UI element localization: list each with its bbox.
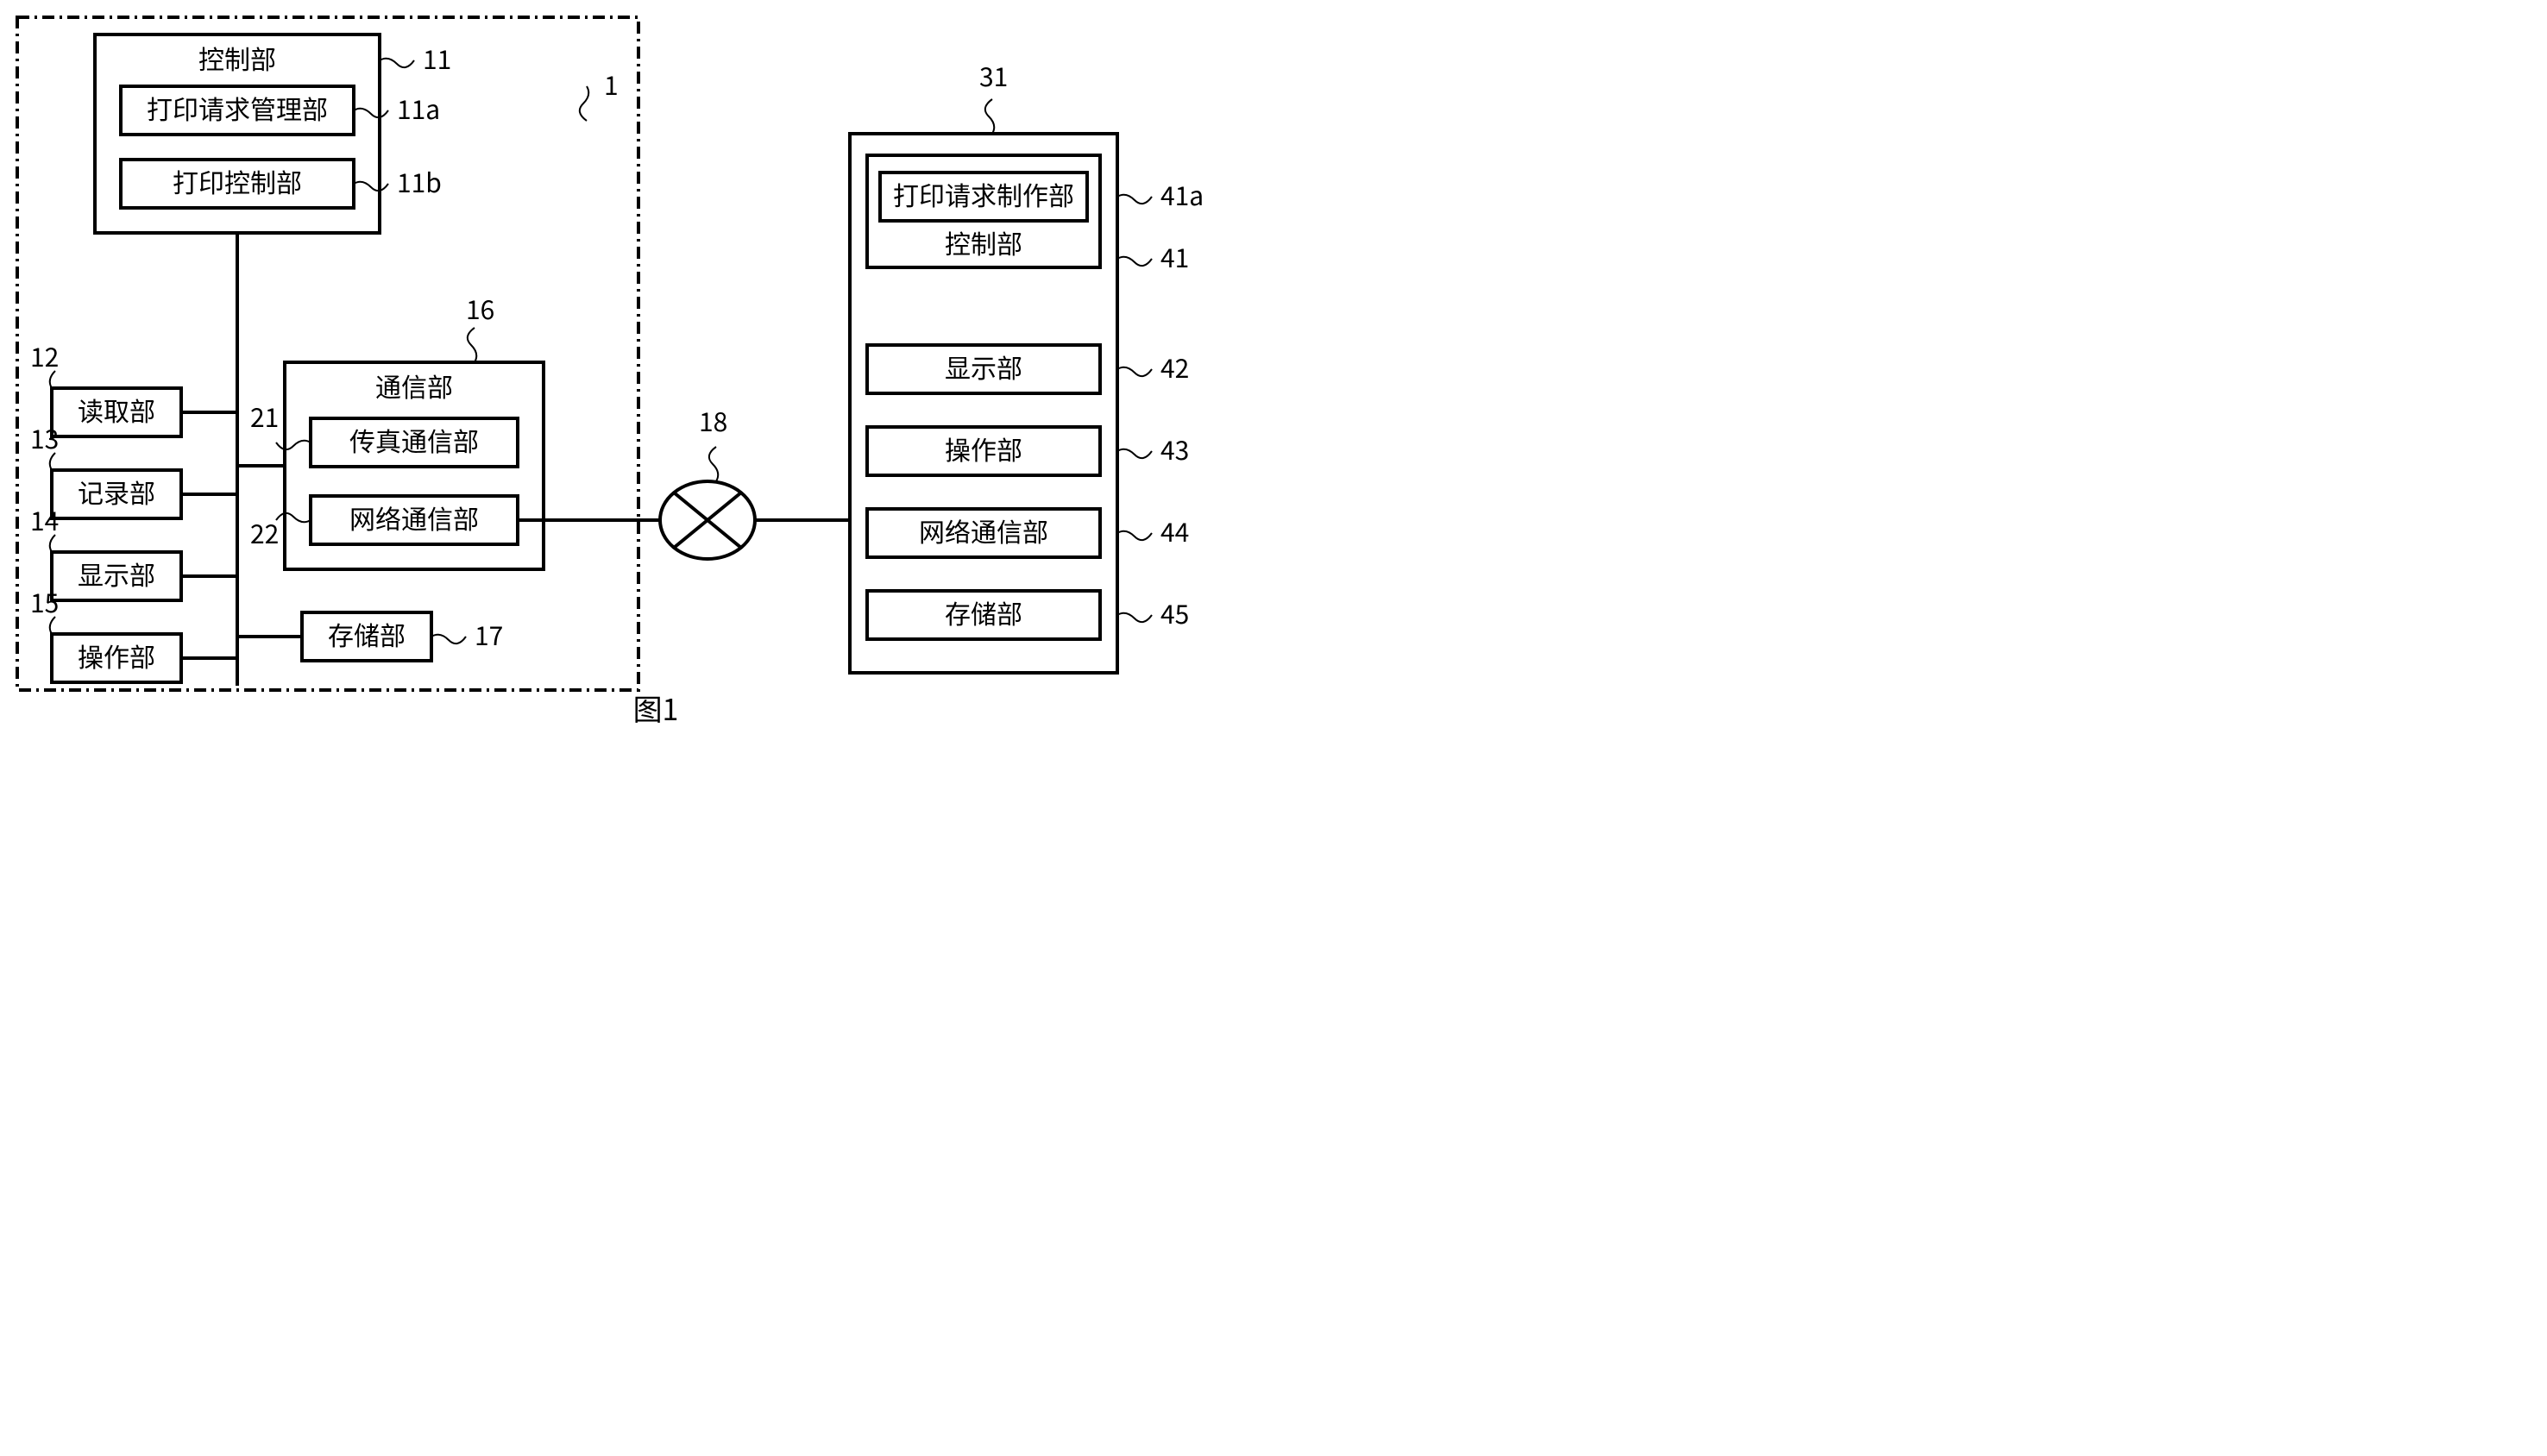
comm-title: 通信部 — [375, 367, 453, 405]
lead-17 — [431, 635, 466, 643]
ref-1: 1 — [604, 65, 619, 103]
d31-storage-label: 存储部 — [945, 593, 1022, 631]
d31-control-title: 控制部 — [945, 223, 1022, 261]
comm-sub22-label: 网络通信部 — [349, 499, 479, 537]
ref-42: 42 — [1160, 348, 1189, 386]
figure-caption: 图1 — [633, 687, 679, 728]
lead-1 — [580, 86, 588, 121]
ref-43: 43 — [1160, 430, 1189, 468]
ref-41: 41 — [1160, 237, 1189, 275]
ref-11: 11 — [423, 39, 451, 77]
d31-operate-label: 操作部 — [945, 430, 1022, 468]
ref-21: 21 — [250, 397, 279, 435]
lead-11 — [380, 59, 414, 67]
ref-13: 13 — [30, 418, 59, 456]
comm-sub21-label: 传真通信部 — [349, 421, 479, 459]
d31-netcomm-label: 网络通信部 — [919, 511, 1048, 549]
ref-11b: 11b — [397, 162, 442, 200]
record-label: 记录部 — [78, 473, 155, 511]
ref-12: 12 — [30, 336, 59, 374]
ref-22: 22 — [250, 513, 279, 551]
lead-45 — [1117, 613, 1152, 622]
ref-11a: 11a — [397, 89, 440, 127]
ref-31: 31 — [979, 56, 1008, 94]
ref-44: 44 — [1160, 511, 1189, 549]
lead-41 — [1117, 257, 1152, 266]
ref-17: 17 — [475, 615, 503, 653]
lead-42 — [1117, 367, 1152, 376]
ref-18: 18 — [699, 401, 727, 439]
storage-label: 存储部 — [328, 615, 406, 653]
lead-18 — [709, 447, 718, 481]
ref-41a: 41a — [1160, 175, 1204, 213]
lead-43 — [1117, 449, 1152, 458]
control-sub-a-label: 打印请求管理部 — [147, 89, 328, 127]
lead-16 — [468, 328, 476, 362]
ref-14: 14 — [30, 500, 59, 538]
control-sub-b-label: 打印控制部 — [173, 162, 302, 200]
control-title: 控制部 — [198, 39, 276, 77]
network-node — [660, 481, 755, 559]
read-label: 读取部 — [78, 391, 155, 429]
ref-15: 15 — [30, 582, 59, 620]
display-label: 显示部 — [78, 555, 155, 593]
ref-16: 16 — [466, 289, 494, 327]
lead-41a — [1117, 195, 1152, 204]
lead-31 — [985, 99, 994, 134]
lead-44 — [1117, 531, 1152, 540]
ref-45: 45 — [1160, 593, 1189, 631]
diagram-root: 控制部 打印请求管理部 打印控制部 读取部 记录部 显示部 操作部 通信部 传真… — [0, 0, 1274, 728]
d31-control-sub-a-label: 打印请求制作部 — [893, 175, 1074, 213]
operate-label: 操作部 — [78, 637, 155, 675]
d31-display-label: 显示部 — [945, 348, 1022, 386]
